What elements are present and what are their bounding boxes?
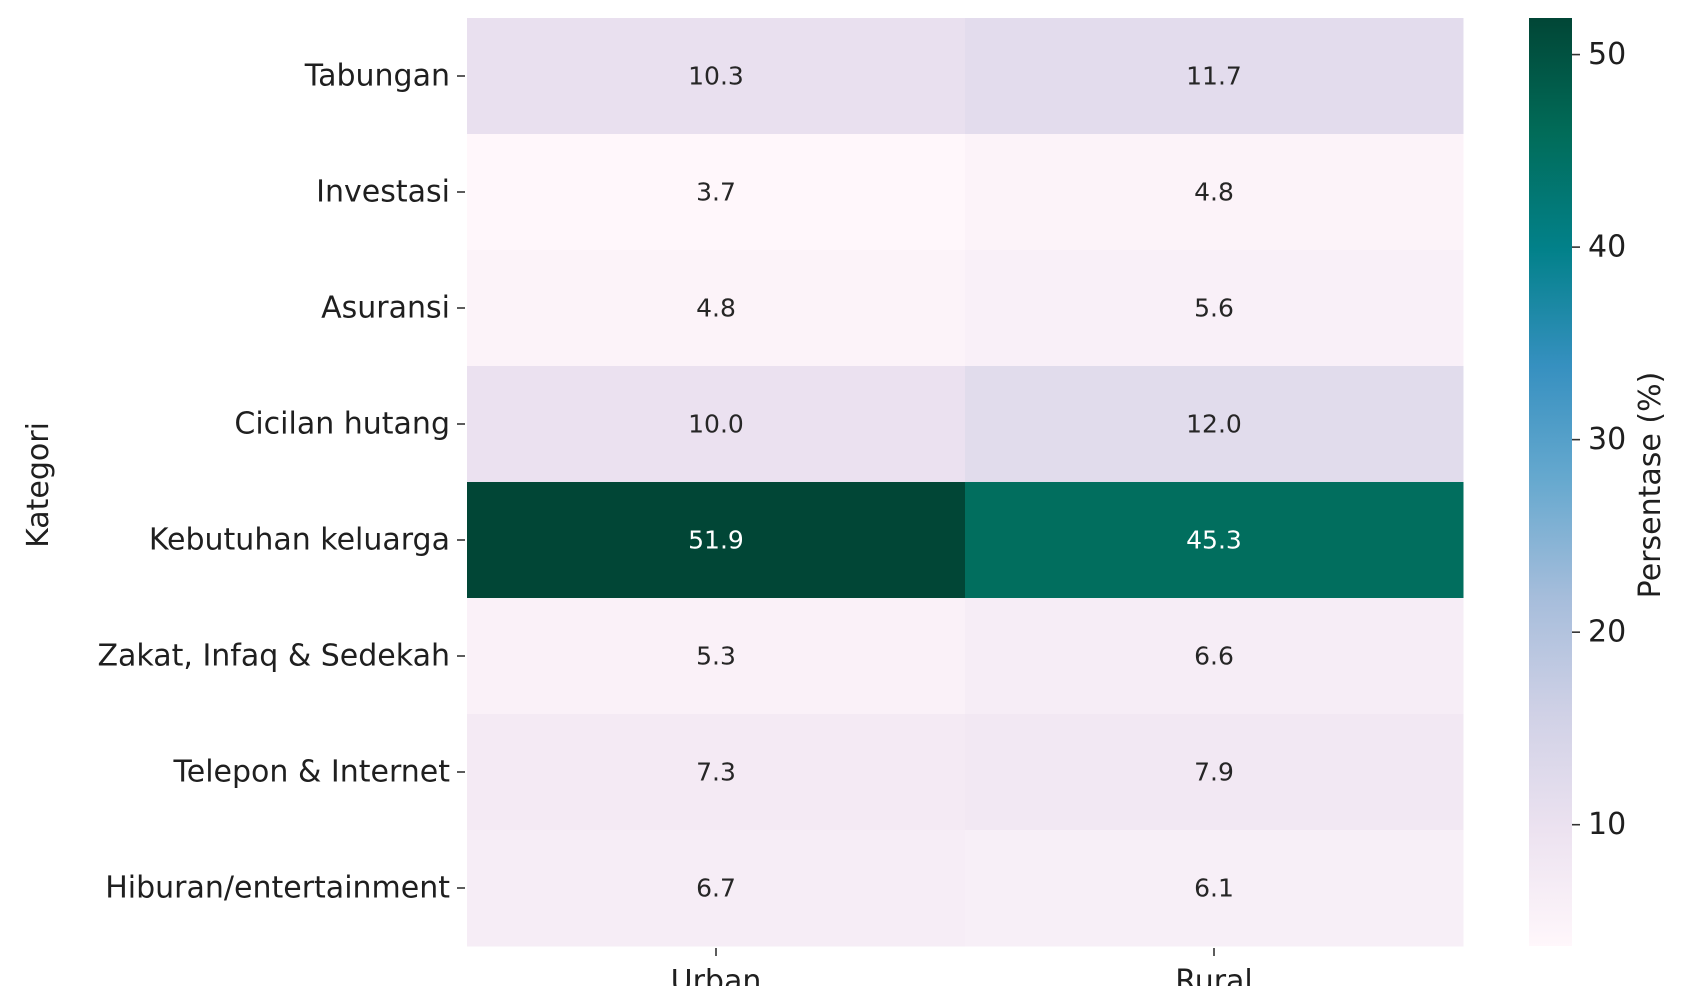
- cell-value-label: 12.0: [1186, 410, 1242, 439]
- colorbar-tick-label: 50: [1588, 37, 1626, 72]
- cell-value-label: 51.9: [688, 526, 744, 555]
- colorbar-gradient: [1529, 18, 1572, 946]
- heatmap-cell: [965, 366, 1464, 483]
- cell-value-label: 11.7: [1186, 62, 1242, 91]
- heatmap-cell: [467, 250, 966, 367]
- column-labels: Urban Rural: [671, 948, 1253, 986]
- row-labels: Tabungan Investasi Asuransi Cicilan hutang K…: [97, 59, 465, 906]
- cell-value-label: 5.6: [1194, 294, 1234, 323]
- row-label: Kebutuhan keluarga: [149, 523, 450, 558]
- cell-value-label: 45.3: [1186, 526, 1242, 555]
- column-label: Urban: [671, 964, 762, 986]
- colorbar: 10 20 30 40 50 Persentase (%): [1529, 18, 1668, 946]
- row-label: Telepon & Internet: [173, 755, 451, 790]
- heatmap-cell: [467, 482, 966, 599]
- cell-value-label: 6.1: [1194, 874, 1234, 903]
- cell-value-label: 7.9: [1194, 758, 1234, 787]
- heatmap-cell: [467, 830, 966, 947]
- cell-value-label: 4.8: [696, 294, 736, 323]
- heatmap-cell: [965, 598, 1464, 715]
- cell-value-label: 10.3: [688, 62, 744, 91]
- colorbar-tick-label: 30: [1588, 422, 1626, 457]
- row-label: Hiburan/entertainment: [105, 871, 450, 906]
- heatmap-cells: [467, 18, 1464, 947]
- heatmap-cell: [965, 830, 1464, 947]
- heatmap-cell: [965, 714, 1464, 831]
- cell-value-label: 3.7: [696, 178, 736, 207]
- row-label: Zakat, Infaq & Sedekah: [97, 639, 450, 674]
- colorbar-ticks: 10 20 30 40 50: [1572, 37, 1626, 842]
- heatmap-cell: [467, 598, 966, 715]
- y-axis-title: Kategori: [21, 422, 56, 548]
- heatmap-cell: [965, 18, 1464, 135]
- row-label: Tabungan: [304, 59, 450, 94]
- colorbar-tick-label: 10: [1588, 807, 1626, 842]
- heatmap-cell: [467, 714, 966, 831]
- cell-value-labels: 10.3 11.7 3.7 4.8 4.8 5.6 10.0 12.0 51.9 45.3 5.3 6…: [688, 62, 1242, 903]
- heatmap-cell: [965, 250, 1464, 367]
- cell-value-label: 10.0: [688, 410, 744, 439]
- row-label: Asuransi: [321, 291, 450, 326]
- heatmap-cell: [467, 18, 966, 135]
- heatmap-cell: [467, 134, 966, 251]
- column-label: Rural: [1175, 964, 1253, 986]
- cell-value-label: 7.3: [696, 758, 736, 787]
- cell-value-label: 5.3: [696, 642, 736, 671]
- heatmap-cell: [467, 366, 966, 483]
- row-label: Cicilan hutang: [234, 407, 450, 442]
- colorbar-tick-label: 20: [1588, 615, 1626, 650]
- heatmap-cell: [965, 134, 1464, 251]
- row-label: Investasi: [316, 175, 450, 210]
- cell-value-label: 6.7: [696, 874, 736, 903]
- cell-value-label: 4.8: [1194, 178, 1234, 207]
- cell-value-label: 6.6: [1194, 642, 1234, 671]
- colorbar-tick-label: 40: [1588, 230, 1626, 265]
- colorbar-label: Persentase (%): [1633, 372, 1668, 599]
- heatmap-cell: [965, 482, 1464, 599]
